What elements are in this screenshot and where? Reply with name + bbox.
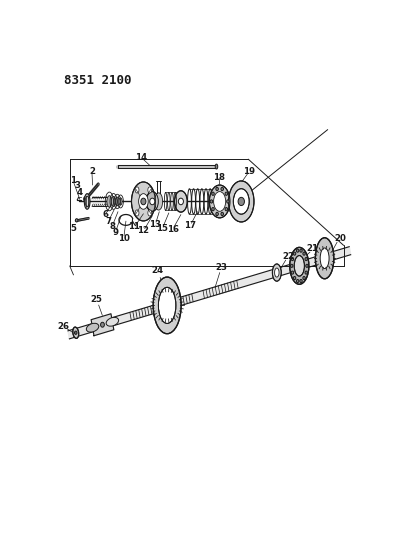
Ellipse shape bbox=[220, 212, 223, 215]
Ellipse shape bbox=[290, 264, 292, 268]
Ellipse shape bbox=[274, 268, 279, 277]
Text: 20: 20 bbox=[333, 234, 345, 243]
Ellipse shape bbox=[158, 287, 175, 324]
Text: 10: 10 bbox=[117, 234, 129, 243]
Text: 5: 5 bbox=[70, 224, 76, 233]
Polygon shape bbox=[91, 314, 114, 336]
Ellipse shape bbox=[86, 324, 99, 332]
Text: 18: 18 bbox=[213, 173, 225, 182]
Ellipse shape bbox=[107, 196, 112, 207]
Ellipse shape bbox=[148, 210, 151, 216]
Text: 25: 25 bbox=[90, 295, 102, 304]
Text: 14: 14 bbox=[135, 152, 146, 161]
Text: 1: 1 bbox=[70, 175, 76, 184]
Ellipse shape bbox=[209, 185, 229, 218]
Text: 22: 22 bbox=[281, 253, 293, 262]
Text: 17: 17 bbox=[184, 221, 196, 230]
Ellipse shape bbox=[85, 196, 89, 207]
Ellipse shape bbox=[111, 197, 115, 206]
Text: 13: 13 bbox=[149, 220, 161, 229]
Ellipse shape bbox=[290, 271, 293, 274]
Text: 8351 2100: 8351 2100 bbox=[64, 74, 131, 87]
Ellipse shape bbox=[135, 187, 139, 193]
Ellipse shape bbox=[315, 238, 333, 279]
Ellipse shape bbox=[178, 198, 183, 205]
Ellipse shape bbox=[138, 193, 148, 209]
Ellipse shape bbox=[154, 193, 162, 210]
Text: 6: 6 bbox=[102, 210, 108, 219]
Ellipse shape bbox=[149, 198, 155, 205]
Text: 8: 8 bbox=[109, 222, 115, 231]
Ellipse shape bbox=[293, 252, 295, 255]
Text: 9: 9 bbox=[112, 228, 118, 237]
Ellipse shape bbox=[228, 181, 253, 222]
Ellipse shape bbox=[304, 257, 307, 261]
Ellipse shape bbox=[211, 207, 214, 211]
Ellipse shape bbox=[75, 219, 78, 222]
Ellipse shape bbox=[141, 198, 146, 205]
Ellipse shape bbox=[146, 191, 158, 211]
Ellipse shape bbox=[215, 212, 218, 215]
Ellipse shape bbox=[106, 317, 118, 326]
Ellipse shape bbox=[302, 252, 305, 255]
Text: 4: 4 bbox=[76, 188, 83, 197]
Ellipse shape bbox=[289, 247, 308, 284]
Ellipse shape bbox=[210, 200, 212, 203]
Ellipse shape bbox=[220, 187, 223, 191]
Ellipse shape bbox=[131, 182, 155, 221]
Text: 21: 21 bbox=[306, 244, 318, 253]
Ellipse shape bbox=[293, 277, 295, 280]
Ellipse shape bbox=[305, 264, 308, 268]
Ellipse shape bbox=[213, 191, 225, 211]
Ellipse shape bbox=[225, 207, 227, 211]
Text: 15: 15 bbox=[156, 224, 168, 232]
Text: 24: 24 bbox=[151, 266, 163, 275]
Ellipse shape bbox=[100, 322, 104, 327]
Ellipse shape bbox=[153, 277, 181, 334]
Text: 11: 11 bbox=[128, 222, 140, 231]
Ellipse shape bbox=[226, 200, 229, 203]
Ellipse shape bbox=[115, 197, 119, 206]
Ellipse shape bbox=[290, 257, 293, 261]
Ellipse shape bbox=[119, 198, 122, 205]
Ellipse shape bbox=[299, 279, 301, 282]
Text: 16: 16 bbox=[166, 225, 178, 234]
Text: 12: 12 bbox=[137, 227, 149, 236]
Ellipse shape bbox=[211, 192, 214, 196]
Polygon shape bbox=[68, 247, 350, 339]
Text: 3: 3 bbox=[74, 181, 80, 190]
Text: 19: 19 bbox=[242, 167, 254, 176]
Ellipse shape bbox=[174, 191, 187, 212]
Ellipse shape bbox=[135, 210, 139, 216]
Ellipse shape bbox=[225, 192, 227, 196]
Ellipse shape bbox=[74, 331, 77, 334]
Text: 26: 26 bbox=[57, 322, 69, 331]
Ellipse shape bbox=[238, 197, 244, 206]
Ellipse shape bbox=[215, 187, 218, 191]
Ellipse shape bbox=[73, 327, 79, 338]
Ellipse shape bbox=[215, 164, 217, 169]
Ellipse shape bbox=[296, 249, 298, 252]
Ellipse shape bbox=[272, 264, 281, 281]
Ellipse shape bbox=[294, 256, 303, 276]
Ellipse shape bbox=[84, 193, 90, 209]
Ellipse shape bbox=[83, 197, 87, 201]
Text: 7: 7 bbox=[105, 216, 111, 225]
Ellipse shape bbox=[302, 277, 305, 280]
Ellipse shape bbox=[296, 279, 298, 282]
Ellipse shape bbox=[233, 189, 249, 214]
Ellipse shape bbox=[304, 271, 307, 274]
Ellipse shape bbox=[299, 249, 301, 252]
Text: 2: 2 bbox=[89, 167, 95, 176]
Ellipse shape bbox=[148, 187, 151, 193]
Ellipse shape bbox=[319, 248, 328, 269]
Text: 23: 23 bbox=[215, 263, 227, 272]
